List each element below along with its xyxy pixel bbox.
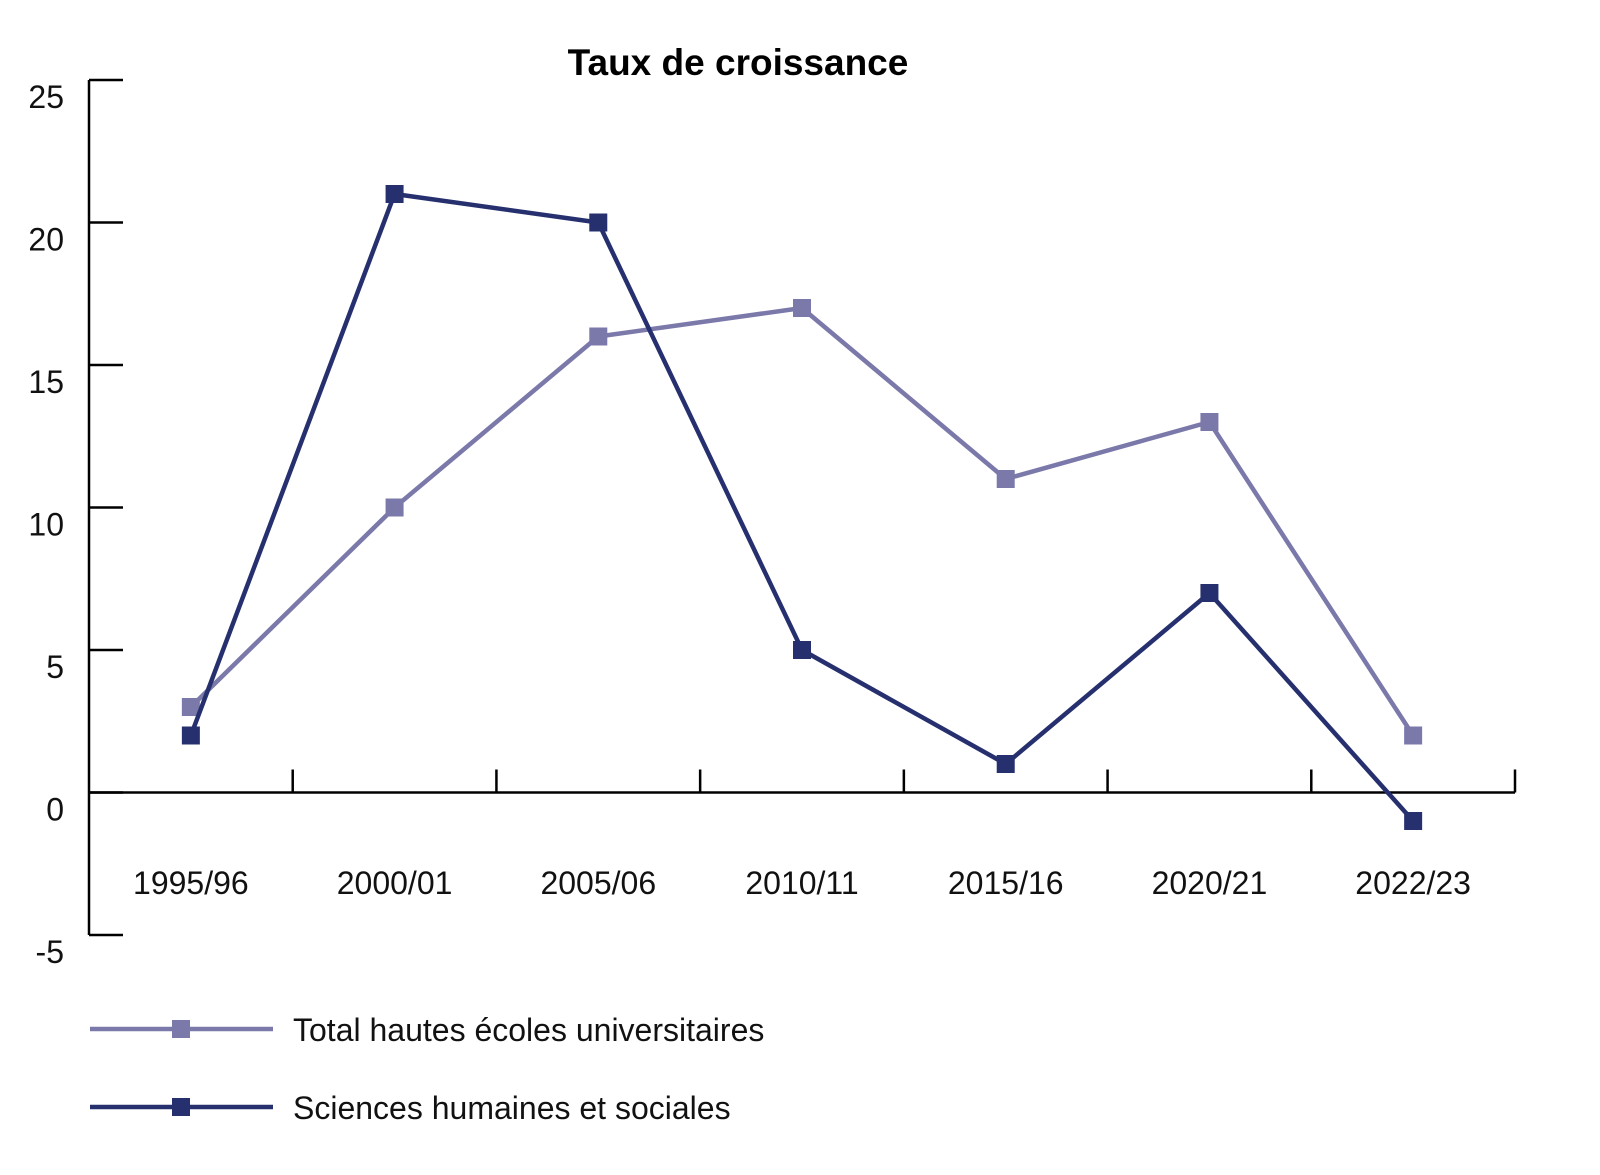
legend: Total hautes écoles universitaires Scienc… [90,1012,764,1126]
chart-title: Taux de croissance [568,42,909,83]
legend-marker-1 [172,1098,190,1116]
axes: -5 0 5 10 15 20 25 1995/96 2000/01 2005/06 2010/11… [28,78,1517,970]
data-point-marker [1200,413,1219,431]
data-point-marker [181,698,200,716]
y-tick-label: 15 [28,364,64,400]
data-point-marker [1200,584,1219,602]
series-line-0 [189,305,1416,737]
y-tick-label: 5 [46,649,64,685]
y-tick-label: 0 [46,792,64,828]
y-tick-label: 10 [28,507,64,543]
y-tick-label: 20 [28,222,64,258]
x-tick-label: 2020/21 [1152,865,1268,901]
y-tick-label: -5 [36,934,64,970]
x-tick-label: 2015/16 [948,865,1064,901]
data-point-marker [1404,812,1423,830]
x-tick-label: 2000/01 [337,865,453,901]
data-point-marker [589,327,608,346]
x-tick-label: 1995/96 [133,865,249,901]
x-tick-label: 2010/11 [745,865,858,901]
data-point-marker [385,498,404,517]
data-point-marker [996,755,1015,773]
x-tick-label: 2022/23 [1355,865,1471,901]
legend-marker-0 [172,1020,190,1038]
data-point-marker [385,185,404,203]
data-point-marker [589,213,608,232]
data-point-marker [793,641,811,659]
legend-label-1: Sciences humaines et sociales [293,1090,731,1126]
series-line-1 [188,191,1415,823]
data-point-marker [996,470,1015,488]
data-point-marker [181,726,200,745]
x-tick-label: 2005/06 [540,865,656,901]
y-tick-label: 25 [28,79,64,115]
data-point-marker [1404,726,1423,745]
data-point-marker [793,299,811,317]
series-group [181,185,1423,830]
legend-label-0: Total hautes écoles universitaires [293,1012,764,1048]
